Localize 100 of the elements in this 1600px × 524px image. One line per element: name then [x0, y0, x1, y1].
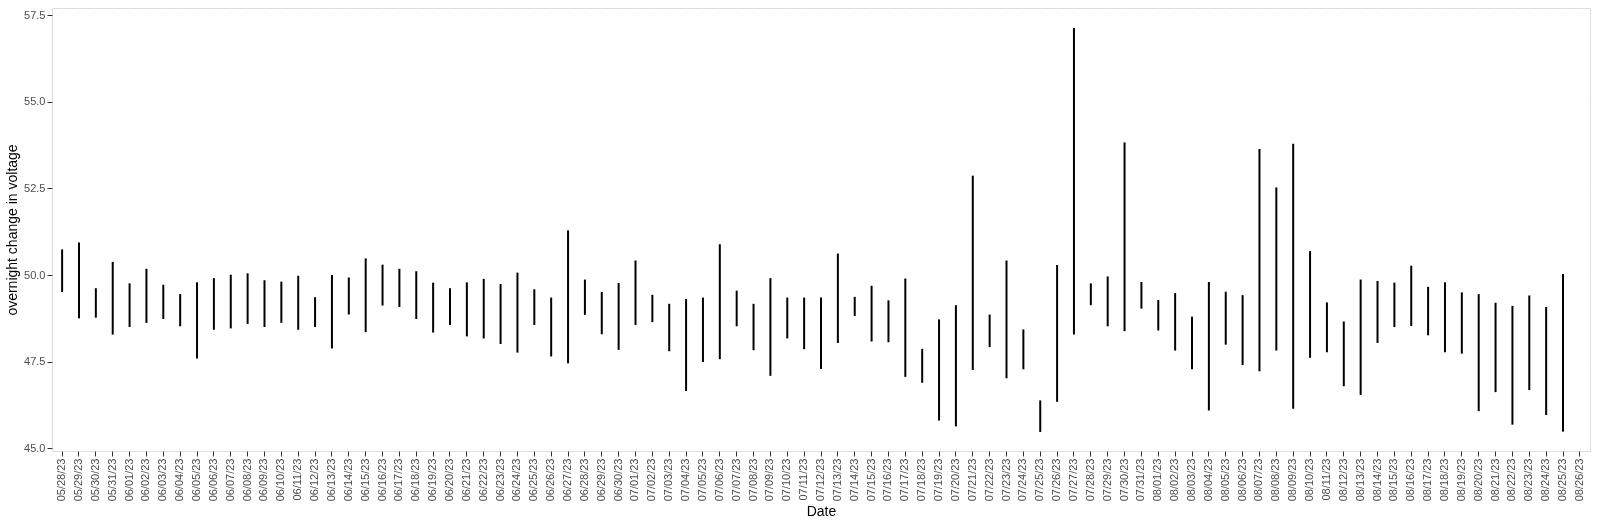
bar — [634, 260, 637, 325]
x-tick-label: 07/21/23 — [965, 458, 978, 502]
x-tick-label: 06/21/23 — [459, 458, 472, 502]
y-tick-label: 47.5 — [24, 355, 46, 368]
bar — [954, 305, 957, 427]
bar — [1140, 281, 1143, 309]
x-tick-label: 06/25/23 — [527, 458, 540, 502]
bar — [1258, 148, 1261, 372]
bar — [1089, 283, 1092, 306]
bar — [263, 280, 266, 327]
x-tick-label: 07/22/23 — [982, 458, 995, 502]
bar — [330, 275, 333, 349]
x-tick-label: 07/24/23 — [1016, 458, 1029, 502]
bar — [651, 294, 654, 323]
x-tick-label: 08/19/23 — [1454, 458, 1467, 502]
x-tick-label: 05/29/23 — [71, 458, 84, 502]
bar — [685, 298, 688, 392]
bar — [1410, 265, 1413, 326]
bar — [465, 282, 468, 337]
x-tick-label: 06/07/23 — [223, 458, 236, 502]
x-tick-label: 08/15/23 — [1387, 458, 1400, 502]
bar — [398, 268, 401, 307]
bar — [297, 275, 300, 330]
bar — [314, 297, 317, 327]
bar — [280, 281, 283, 323]
x-tick-label: 06/12/23 — [308, 458, 321, 502]
x-tick-label: 06/24/23 — [510, 458, 523, 502]
bar — [1241, 295, 1244, 366]
bar — [786, 297, 789, 339]
x-tick-label: 07/27/23 — [1066, 458, 1079, 502]
bar — [94, 288, 97, 318]
x-tick-label: 07/19/23 — [932, 458, 945, 502]
bar — [1460, 292, 1463, 354]
x-tick-label: 05/30/23 — [88, 458, 101, 502]
bar — [668, 303, 671, 352]
x-tick-label: 07/17/23 — [898, 458, 911, 502]
y-axis-title: overnight change in voltage — [4, 144, 21, 316]
bar — [212, 278, 215, 330]
x-tick-label: 07/02/23 — [645, 458, 658, 502]
y-tick-label: 45.0 — [24, 441, 46, 454]
x-tick-label: 08/07/23 — [1252, 458, 1265, 502]
bar — [1191, 316, 1194, 370]
x-tick-label: 08/22/23 — [1505, 458, 1518, 502]
bar — [448, 288, 451, 325]
y-tick-label: 50.0 — [24, 268, 46, 281]
bar — [111, 261, 114, 335]
bar — [1494, 302, 1497, 393]
bar — [1376, 280, 1379, 343]
x-tick-label: 07/14/23 — [847, 458, 860, 502]
x-tick-label: 07/23/23 — [999, 458, 1012, 502]
bar — [1325, 302, 1328, 353]
x-tick-label: 07/29/23 — [1100, 458, 1113, 502]
bar — [1393, 282, 1396, 327]
x-tick-label: 07/20/23 — [948, 458, 961, 502]
bar — [988, 314, 991, 348]
bar — [128, 283, 131, 327]
x-tick-label: 06/30/23 — [611, 458, 624, 502]
x-tick-label: 06/22/23 — [476, 458, 489, 502]
x-tick-label: 07/04/23 — [679, 458, 692, 502]
x-tick-label: 08/21/23 — [1488, 458, 1501, 502]
x-tick-label: 07/28/23 — [1083, 458, 1096, 502]
bar — [735, 290, 738, 327]
x-tick-label: 08/25/23 — [1556, 458, 1569, 502]
x-tick-label: 06/09/23 — [257, 458, 270, 502]
x-tick-label: 07/07/23 — [729, 458, 742, 502]
bar — [752, 303, 755, 351]
bar — [820, 297, 822, 369]
bar — [617, 283, 620, 350]
x-tick-label: 06/01/23 — [122, 458, 135, 502]
bar — [1275, 187, 1278, 351]
x-tick-label: 05/31/23 — [105, 458, 118, 502]
bar — [77, 242, 80, 319]
bar — [1427, 286, 1430, 336]
x-tick-label: 07/12/23 — [814, 458, 826, 502]
x-tick-label: 06/19/23 — [426, 458, 439, 502]
bar — [1511, 305, 1514, 425]
bar — [870, 285, 873, 342]
bar — [938, 319, 941, 421]
bar — [1157, 299, 1160, 331]
bar — [887, 300, 890, 343]
x-tick-label: 08/16/23 — [1404, 458, 1417, 502]
x-tick-label: 07/03/23 — [662, 458, 675, 502]
y-tick-label: 55.0 — [24, 95, 46, 108]
x-tick-label: 07/16/23 — [881, 458, 894, 502]
x-tick-label: 08/06/23 — [1235, 458, 1248, 502]
bar — [1545, 306, 1548, 415]
bar — [1123, 142, 1126, 332]
bar — [1056, 265, 1059, 402]
bar — [1224, 291, 1227, 345]
bar — [904, 278, 907, 377]
x-tick-label: 06/10/23 — [274, 458, 287, 502]
bar — [1562, 274, 1565, 432]
x-tick-label: 06/06/23 — [206, 458, 219, 502]
x-tick-label: 06/28/23 — [577, 458, 590, 502]
x-tick-label: 08/01/23 — [1151, 458, 1164, 502]
bar — [1174, 293, 1177, 351]
x-tick-label: 07/05/23 — [695, 458, 708, 502]
x-tick-label: 08/04/23 — [1201, 458, 1214, 502]
bar — [1207, 281, 1210, 411]
x-tick-label: 08/08/23 — [1269, 458, 1282, 502]
